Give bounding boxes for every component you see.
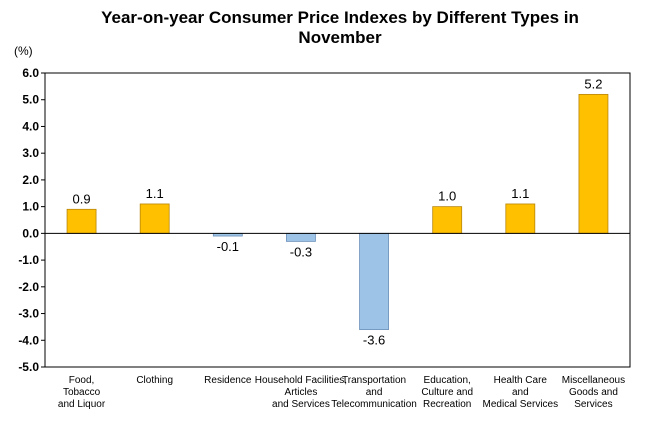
category-label-6: Health Care (494, 375, 548, 386)
category-label-4: Telecommunication (331, 399, 417, 410)
y-tick-label: 0.0 (22, 226, 39, 240)
category-label-7: Miscellaneous (562, 375, 625, 386)
category-label-2: Residence (204, 375, 252, 386)
category-label-6: Medical Services (483, 399, 559, 410)
value-label-0: 0.9 (73, 191, 91, 206)
category-label-0: Food, (69, 375, 95, 386)
category-label-3: Household Facilities, (255, 375, 347, 386)
y-tick-label: -4.0 (18, 333, 39, 347)
plot-area-border (44, 72, 631, 368)
bar-0 (66, 208, 97, 234)
bar-6 (505, 203, 536, 234)
bar-4 (359, 232, 389, 330)
y-tick-label: 1.0 (22, 200, 39, 214)
category-label-1: Clothing (136, 375, 173, 386)
y-tick-label: 4.0 (22, 119, 39, 133)
bar-1 (139, 203, 170, 234)
y-tick-label: 3.0 (22, 146, 39, 160)
y-axis-unit-label: (%) (14, 44, 33, 58)
value-label-1: 1.1 (146, 186, 164, 201)
bar-7 (578, 93, 609, 234)
category-label-3: and Services (272, 399, 330, 410)
value-label-4: -3.6 (363, 333, 385, 348)
value-label-7: 5.2 (584, 76, 602, 91)
category-label-3: Articles (285, 387, 318, 398)
value-label-2: -0.1 (217, 239, 239, 254)
y-tick-label: 6.0 (22, 66, 39, 80)
category-label-0: Tobacco (63, 387, 101, 398)
category-label-7: Goods and (569, 387, 618, 398)
value-label-6: 1.1 (511, 186, 529, 201)
y-tick-label: -5.0 (18, 360, 39, 374)
category-label-4: and (366, 387, 383, 398)
bar-5 (432, 206, 463, 234)
category-label-5: Education, (424, 375, 471, 386)
value-label-5: 1.0 (438, 189, 456, 204)
y-tick-label: -3.0 (18, 307, 39, 321)
category-label-6: and (512, 387, 529, 398)
value-label-3: -0.3 (290, 244, 312, 259)
category-label-4: Transportation (342, 375, 406, 386)
y-axis: 6.0 5.0 4.0 3.0 2.0 1.0 0.0 -1.0 -2.0 -3.0 -4.0 -5.… (18, 66, 45, 374)
y-tick-label: 2.0 (22, 173, 39, 187)
category-label-7: Services (574, 399, 612, 410)
bars-group (66, 93, 609, 330)
category-label-0: and Liquor (58, 399, 106, 410)
value-labels-group: 0.9 1.1 -0.1 -0.3 -3.6 1.0 1.1 5.2 (73, 76, 603, 347)
bar-3 (286, 232, 316, 242)
y-tick-label: -2.0 (18, 280, 39, 294)
y-tick-label: -1.0 (18, 253, 39, 267)
chart-title: Year-on-year Consumer Price Indexes by D… (101, 8, 579, 47)
category-label-5: Recreation (423, 399, 471, 410)
category-label-5: Culture and (421, 387, 473, 398)
y-tick-label: 5.0 (22, 93, 39, 107)
